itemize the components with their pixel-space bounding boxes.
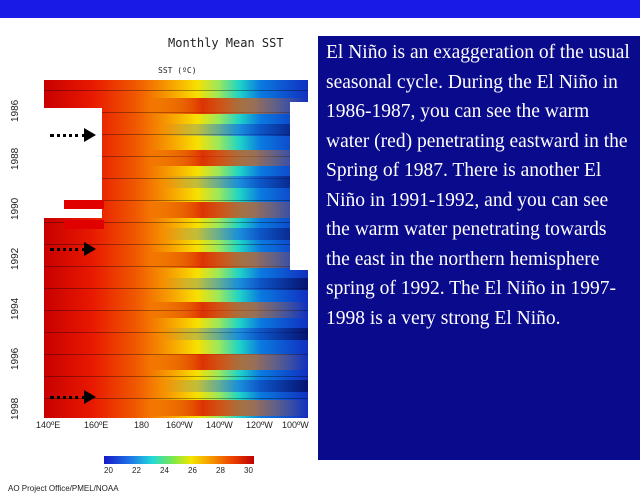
dotted-arrow (50, 396, 86, 399)
dotted-arrow (50, 248, 86, 251)
warm-band (44, 400, 308, 416)
year-label: 1996 (10, 347, 21, 370)
warm-band (44, 252, 308, 268)
figure-title: Monthly Mean SST (168, 36, 284, 50)
cool-band (44, 228, 308, 240)
longitude-label: 160ºW (166, 420, 193, 430)
year-label: 1994 (10, 297, 21, 320)
cool-band (44, 328, 308, 340)
warm-band (44, 354, 308, 370)
longitude-label: 100ºW (282, 420, 309, 430)
sst-hovmoller-plot (44, 80, 308, 418)
year-label: 1990 (10, 197, 21, 220)
colorbar-label: 28 (216, 466, 225, 475)
warm-band (44, 98, 308, 114)
dotted-arrow (50, 134, 86, 137)
warm-band (44, 202, 308, 218)
slide-text-panel: El Niño is an exaggeration of the usual … (318, 36, 640, 460)
highlight-overlay (44, 108, 102, 218)
top-accent-bar (0, 0, 640, 18)
cool-band (44, 124, 308, 136)
colorbar-label: 24 (160, 466, 169, 475)
colorbar-label: 20 (104, 466, 113, 475)
sst-figure: Monthly Mean SST SST (ºC) 1986 1988 1990… (0, 18, 318, 493)
slide-body-text: El Niño is an exaggeration of the usual … (326, 42, 630, 329)
sst-colorbar (104, 456, 254, 464)
longitude-label: 180 (134, 420, 150, 430)
longitude-label: 140ºW (206, 420, 233, 430)
colorbar-label: 26 (188, 466, 197, 475)
arrow-head-icon (84, 242, 96, 256)
year-label: 1992 (10, 247, 21, 270)
longitude-label: 160ºE (84, 420, 109, 430)
el-nino-marker (64, 220, 104, 229)
arrow-head-icon (84, 390, 96, 404)
colorbar-label: 22 (132, 466, 141, 475)
el-nino-marker (64, 200, 104, 209)
year-label: 1988 (10, 147, 21, 170)
warm-band (44, 302, 308, 318)
right-overlay (290, 102, 310, 270)
cool-band (44, 176, 308, 188)
cool-band (44, 380, 308, 392)
year-label: 1998 (10, 397, 21, 420)
figure-credit: AO Project Office/PMEL/NOAA (8, 484, 119, 493)
longitude-label: 140ºE (36, 420, 61, 430)
longitude-label: 120ºW (246, 420, 273, 430)
cool-band (44, 278, 308, 290)
year-label: 1986 (10, 99, 21, 122)
arrow-head-icon (84, 128, 96, 142)
warm-band (44, 150, 308, 166)
figure-subtitle: SST (ºC) (158, 66, 197, 75)
colorbar-label: 30 (244, 466, 253, 475)
